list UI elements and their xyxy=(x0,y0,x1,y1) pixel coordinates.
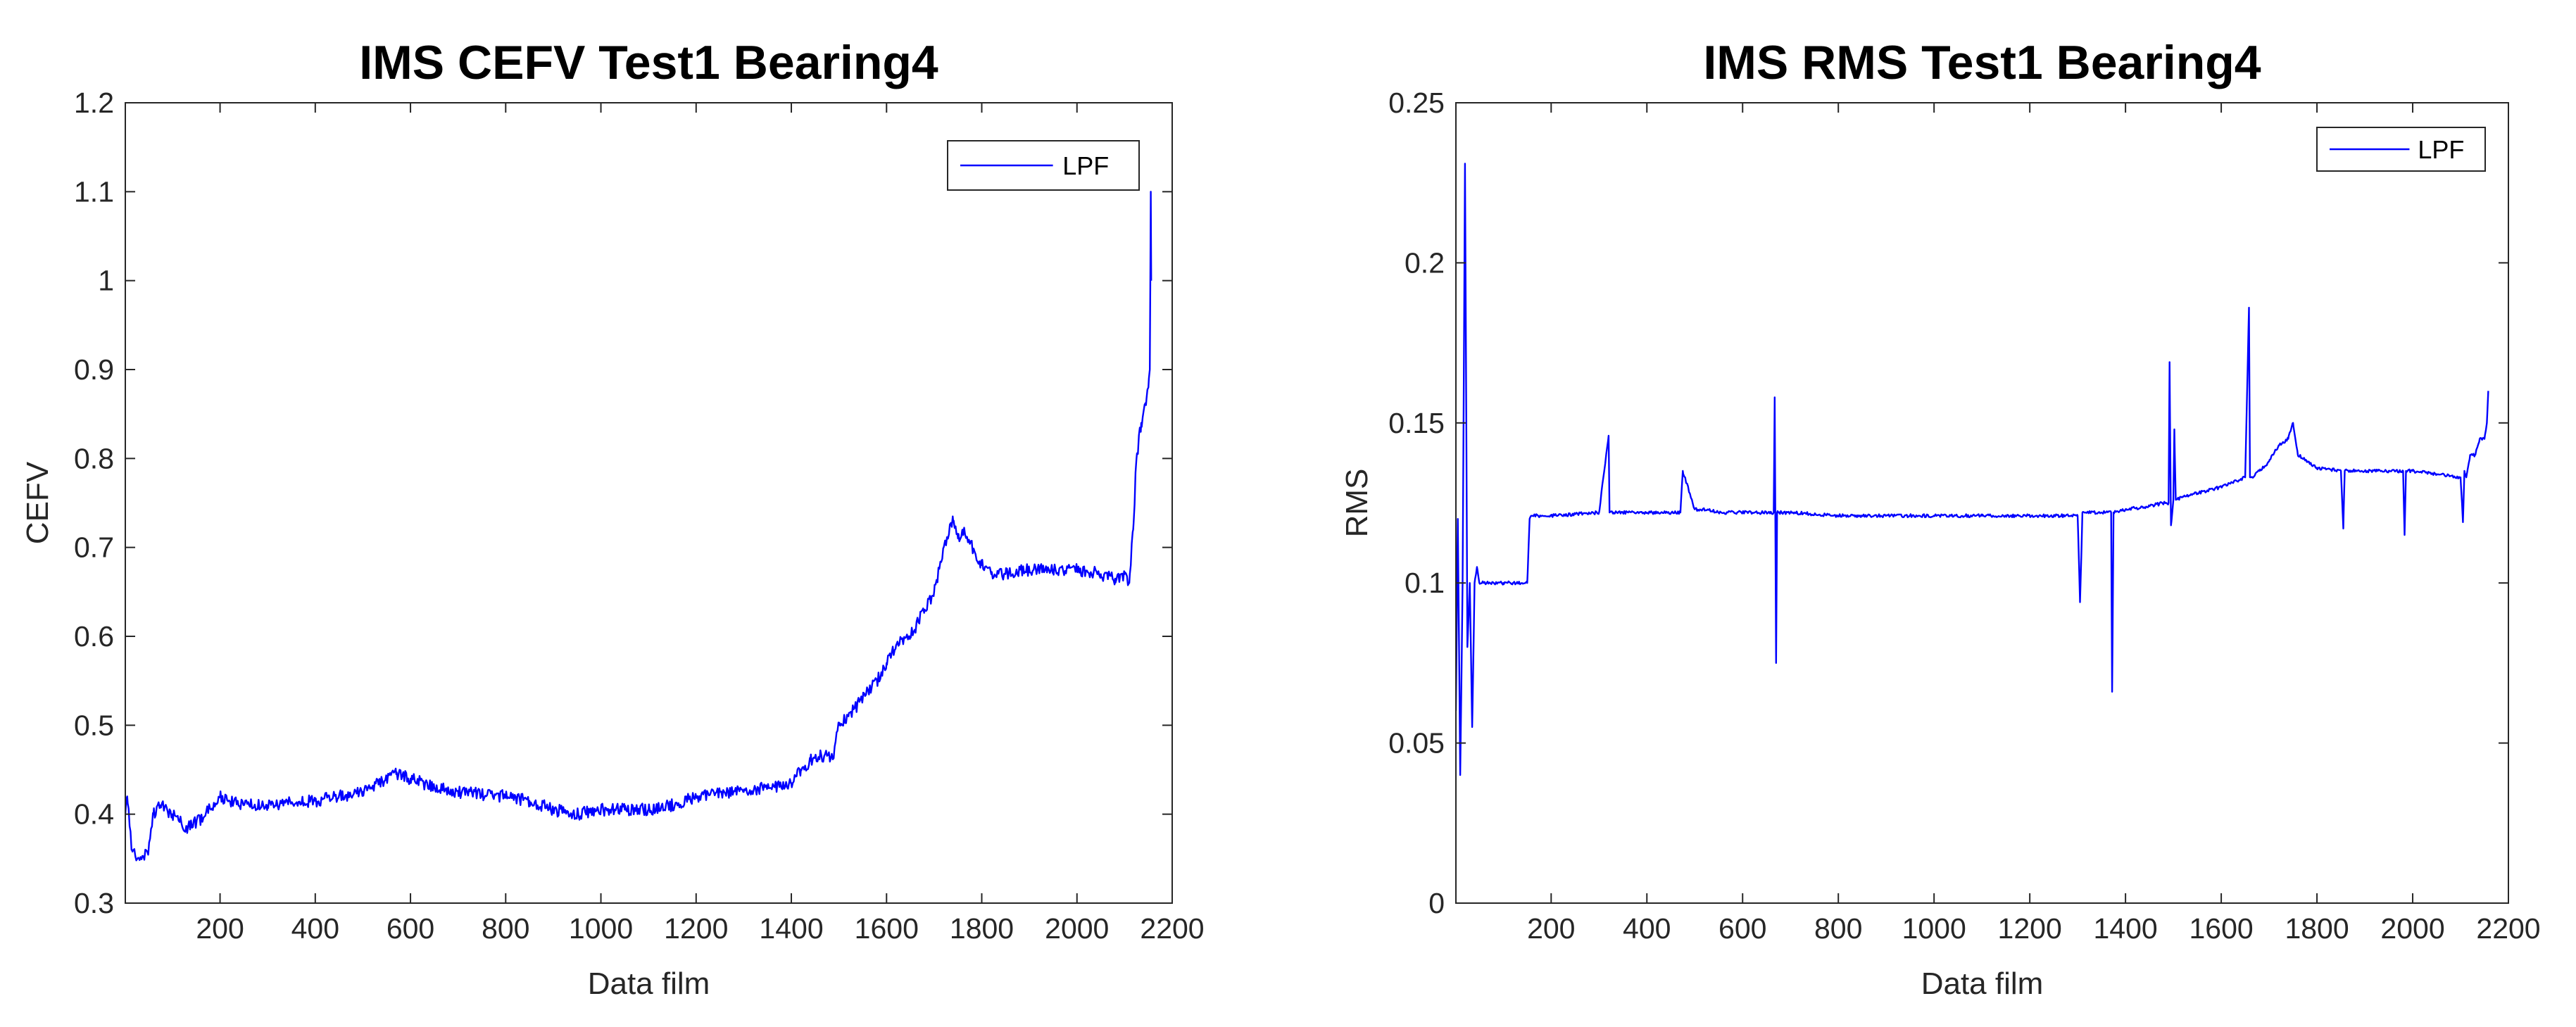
rms-y-axis-label: RMS xyxy=(1340,469,1374,538)
cefv-y-tick-label: 0.6 xyxy=(74,620,114,653)
cefv-chart-title: IMS CEFV Test1 Bearing4 xyxy=(359,36,938,89)
rms-y-tick-label: 0.25 xyxy=(1388,87,1445,119)
rms-x-tick-label: 400 xyxy=(1623,912,1671,945)
rms-x-tick-label: 1200 xyxy=(1998,912,2062,945)
cefv-series-line-lpf xyxy=(125,191,1152,862)
rms-y-tick-label: 0.15 xyxy=(1388,407,1445,439)
rms-x-tick-label: 600 xyxy=(1719,912,1766,945)
rms-legend-label: LPF xyxy=(2418,135,2464,164)
cefv-x-tick-label: 1600 xyxy=(855,912,919,945)
rms-chart-panel: 200 400 600 800 1000 1200 1400 1600 1800 2000 2200… xyxy=(1340,36,2541,1001)
cefv-y-tick-label: 0.9 xyxy=(74,353,114,386)
rms-y-tick-label: 0.2 xyxy=(1405,246,1445,279)
rms-series-line-lpf xyxy=(1456,163,2489,776)
cefv-x-tick-label: 2000 xyxy=(1045,912,1109,945)
cefv-x-tick-label: 400 xyxy=(291,912,339,945)
cefv-x-tick-label: 1400 xyxy=(759,912,823,945)
cefv-chart-panel: 200 400 600 800 1000 1200 1400 1600 1800 2000 2200… xyxy=(20,36,1205,1001)
cefv-legend-label: LPF xyxy=(1062,151,1109,180)
cefv-x-tick-label: 800 xyxy=(482,912,529,945)
rms-legend: LPF xyxy=(2316,127,2486,172)
cefv-x-tick-label: 1200 xyxy=(664,912,728,945)
cefv-x-tick-label: 600 xyxy=(387,912,434,945)
rms-x-tick-label: 2200 xyxy=(2476,912,2540,945)
cefv-plot-area-frame xyxy=(125,102,1173,904)
cefv-y-tick-label: 1.2 xyxy=(74,87,114,119)
rms-plot-area-frame xyxy=(1455,102,2509,904)
cefv-x-tick-label: 200 xyxy=(196,912,244,945)
cefv-y-tick-label: 0.7 xyxy=(74,531,114,564)
rms-x-tick-label: 2000 xyxy=(2380,912,2444,945)
cefv-y-tick-label: 0.3 xyxy=(74,887,114,919)
cefv-x-tick-label: 1000 xyxy=(569,912,633,945)
cefv-x-tick-label: 1800 xyxy=(950,912,1014,945)
rms-x-tick-label: 1800 xyxy=(2285,912,2349,945)
cefv-y-tick-label: 0.4 xyxy=(74,798,114,831)
rms-y-tick-label: 0.1 xyxy=(1405,567,1445,599)
cefv-y-axis-label: CEFV xyxy=(20,461,55,544)
cefv-legend: LPF xyxy=(947,140,1140,191)
cefv-y-tick-label: 0.8 xyxy=(74,442,114,474)
rms-x-tick-label: 1000 xyxy=(1902,912,1966,945)
cefv-y-tick-label: 1 xyxy=(98,265,114,297)
rms-x-tick-label: 800 xyxy=(1814,912,1862,945)
rms-x-tick-label: 1400 xyxy=(2094,912,2158,945)
rms-y-tick-label: 0 xyxy=(1428,887,1445,919)
rms-y-tick-label: 0.05 xyxy=(1388,727,1445,760)
cefv-x-tick-label: 2200 xyxy=(1140,912,1204,945)
rms-x-axis-label: Data film xyxy=(1921,966,2044,1001)
rms-chart-title: IMS RMS Test1 Bearing4 xyxy=(1703,36,2261,89)
cefv-y-tick-label: 0.5 xyxy=(74,709,114,741)
rms-x-tick-label: 1600 xyxy=(2189,912,2253,945)
rms-x-tick-label: 200 xyxy=(1527,912,1575,945)
cefv-x-axis-label: Data film xyxy=(588,966,710,1001)
cefv-y-tick-label: 1.1 xyxy=(74,175,114,208)
